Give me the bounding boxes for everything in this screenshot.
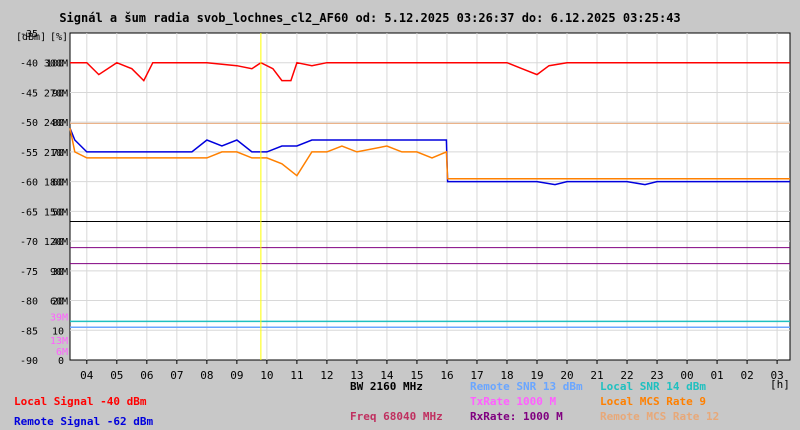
y-tick-dbm: -70	[20, 237, 38, 248]
x-tick-label: 05	[110, 369, 123, 382]
plot-area	[69, 32, 791, 361]
x-tick-label: 20	[560, 369, 573, 382]
legend-remote-snr: Remote SNR 13 dBm	[470, 380, 583, 393]
x-unit-label: [h]	[770, 378, 790, 391]
x-tick-label: 18	[500, 369, 513, 382]
legend-local-snr: Local SNR 14 dBm	[600, 380, 706, 393]
y-tick-dbm: -60	[20, 178, 38, 189]
y-tick-pct: 40	[52, 237, 64, 248]
x-tick-label: 17	[470, 369, 483, 382]
y-tick-pct: 100	[46, 59, 64, 70]
y-tick-rate: 13M	[50, 336, 68, 347]
legend-local-signal: Local Signal -40 dBm	[14, 395, 147, 408]
series-line-3	[69, 127, 790, 180]
y-tick-dbm: -50	[20, 118, 38, 129]
y-tick-pct: 70	[52, 148, 64, 159]
y-tick-rate: 6M	[56, 347, 68, 358]
y-tick-rate: 240M	[44, 118, 68, 129]
y-tick-dbm: -75	[20, 267, 38, 278]
y-tick-rate: 39M	[50, 313, 68, 324]
x-tick-label: 07	[170, 369, 183, 382]
legend-remote-signal: Remote Signal -62 dBm	[14, 415, 154, 428]
y-tick-rate: 300M	[44, 59, 68, 70]
x-tick-label: 22	[620, 369, 633, 382]
x-tick-label: 00	[680, 369, 693, 382]
y-tick-dbm: -85	[20, 326, 38, 337]
y-tick-pct: 30	[52, 267, 64, 278]
legend-freq: Freq 68040 MHz	[350, 410, 443, 423]
series-line-1	[70, 61, 790, 82]
legend-remote-mcs: Remote MCS Rate 12	[600, 410, 720, 423]
y-tick-dbm: -40	[20, 59, 38, 70]
y-tick-rate: 90M	[50, 267, 68, 278]
y-axis: -35-40 100-45 90-50 80-55 70-60 60-65 50-70 40-…	[20, 29, 68, 367]
x-tick-label: 01	[710, 369, 723, 382]
x-tick-label: 21	[590, 369, 603, 382]
y-tick-pct: 80	[52, 118, 64, 129]
y-unit-dbm: [dBm]	[16, 32, 46, 43]
x-tick-label: 23	[650, 369, 663, 382]
y-tick-rate: 270M	[44, 88, 68, 99]
x-tick-label: 19	[530, 369, 543, 382]
series-line-2	[69, 127, 790, 186]
y-tick-dbm: -45	[20, 88, 38, 99]
x-tick-label: 16	[440, 369, 453, 382]
y-tick-dbm: -55	[20, 148, 38, 159]
x-axis: 04 05 06 07 08 09 10 11 12 13 14 15 16 17 18 19 20 21 22 23…	[80, 360, 784, 382]
y-tick-rate: 180M	[44, 178, 68, 189]
y-tick-rate: 60M	[50, 297, 68, 308]
y-tick-rate: 150M	[44, 207, 68, 218]
y-tick-pct: 60	[52, 178, 64, 189]
x-tick-label: 14	[380, 369, 394, 382]
x-tick-label: 12	[320, 369, 333, 382]
legend-txrate: TxRate 1000 M	[470, 395, 557, 408]
x-tick-label: 11	[290, 369, 303, 382]
reference-lines	[70, 122, 790, 265]
y-tick-rate: 210M	[44, 148, 68, 159]
grid	[70, 33, 790, 360]
chart-title: Signál a šum radia svob_lochnes_cl2_AF60…	[59, 11, 680, 26]
x-tick-label: 03	[770, 369, 783, 382]
y-unit-pct: [%]	[50, 32, 68, 43]
y-tick-pct: 50	[52, 207, 64, 218]
y-tick-pct: 0	[58, 356, 64, 367]
x-tick-label: 15	[410, 369, 423, 382]
y-tick-dbm: -65	[20, 207, 38, 218]
legend-bw: BW 2160 MHz	[350, 380, 423, 393]
x-tick-label: 02	[740, 369, 753, 382]
y-tick-rate: 120M	[44, 237, 68, 248]
x-tick-label: 09	[230, 369, 243, 382]
y-tick-pct: 20	[52, 297, 64, 308]
legend-rxrate: RxRate: 1000 M	[470, 410, 563, 423]
x-tick-label: 13	[350, 369, 363, 382]
x-tick-label: 08	[200, 369, 213, 382]
x-tick-label: 06	[140, 369, 153, 382]
x-tick-label: 04	[80, 369, 94, 382]
series-layer	[69, 61, 790, 329]
y-tick-dbm: -80	[20, 297, 38, 308]
legend-local-mcs: Local MCS Rate 9	[600, 395, 706, 408]
y-tick-dbm: -35	[20, 29, 38, 40]
x-tick-label: 10	[260, 369, 273, 382]
y-tick-pct: 90	[52, 88, 64, 99]
y-tick-pct: 10	[52, 326, 64, 337]
y-tick-dbm: -90	[20, 356, 38, 367]
